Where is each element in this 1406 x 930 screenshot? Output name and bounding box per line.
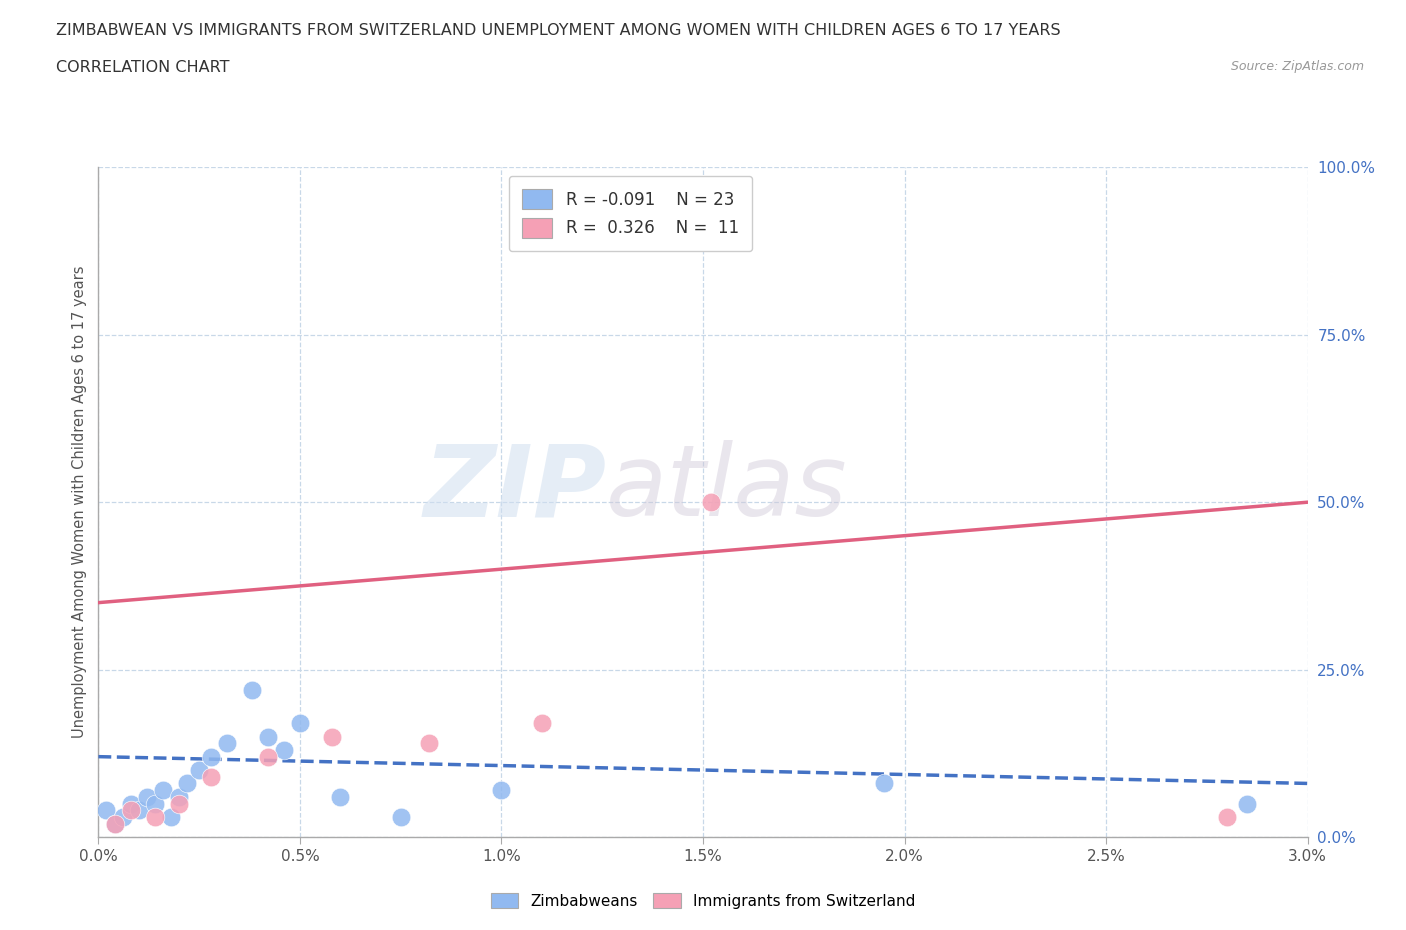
Text: ZIMBABWEAN VS IMMIGRANTS FROM SWITZERLAND UNEMPLOYMENT AMONG WOMEN WITH CHILDREN: ZIMBABWEAN VS IMMIGRANTS FROM SWITZERLAN…: [56, 23, 1062, 38]
Point: [128, 803, 150, 817]
Point: [418, 736, 440, 751]
Point: [103, 817, 125, 831]
Point: [143, 809, 166, 824]
Point: [200, 769, 222, 784]
Text: CORRELATION CHART: CORRELATION CHART: [56, 60, 229, 75]
Legend: Zimbabweans, Immigrants from Switzerland: Zimbabweans, Immigrants from Switzerland: [484, 885, 922, 916]
Point: [167, 796, 190, 811]
Point: [256, 750, 278, 764]
Point: [143, 796, 166, 811]
Text: atlas: atlas: [606, 440, 848, 538]
Point: [1216, 809, 1239, 824]
Point: [256, 729, 278, 744]
Text: Source: ZipAtlas.com: Source: ZipAtlas.com: [1230, 60, 1364, 73]
Point: [188, 763, 211, 777]
Point: [120, 803, 142, 817]
Point: [389, 809, 412, 824]
Point: [491, 783, 513, 798]
Point: [273, 742, 295, 757]
Point: [217, 736, 239, 751]
Point: [96, 803, 118, 817]
Text: ZIP: ZIP: [423, 440, 606, 538]
Point: [111, 809, 134, 824]
Point: [873, 776, 896, 790]
Point: [288, 716, 311, 731]
Point: [103, 817, 125, 831]
Point: [160, 809, 183, 824]
Point: [135, 790, 157, 804]
Point: [329, 790, 352, 804]
Point: [700, 495, 723, 510]
Point: [167, 790, 190, 804]
Point: [240, 683, 263, 698]
Point: [1236, 796, 1258, 811]
Point: [152, 783, 174, 798]
Point: [200, 750, 222, 764]
Point: [321, 729, 343, 744]
Point: [176, 776, 198, 790]
Point: [530, 716, 553, 731]
Y-axis label: Unemployment Among Women with Children Ages 6 to 17 years: Unemployment Among Women with Children A…: [72, 266, 87, 738]
Point: [120, 796, 142, 811]
